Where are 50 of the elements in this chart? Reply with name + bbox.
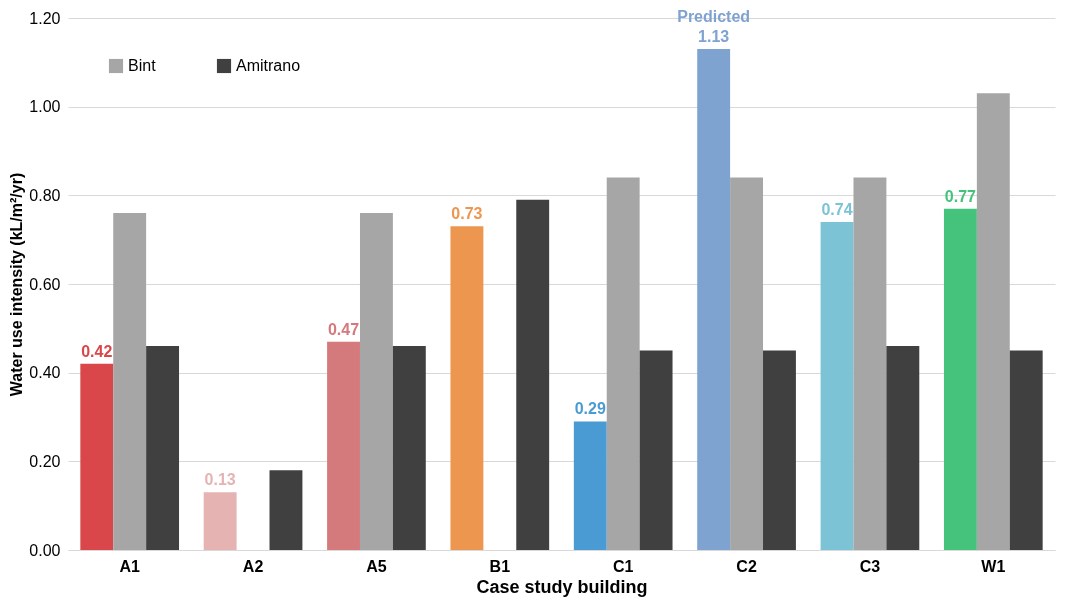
data-label: 0.13 [204,471,236,489]
y-tick-label: 0.60 [29,275,61,293]
legend-label: Amitrano [236,57,301,74]
y-tick-label: 1.00 [29,98,61,116]
x-tick-label: A2 [242,557,264,575]
legend-label: Bint [128,57,157,74]
bar [516,199,550,550]
bar [976,93,1010,550]
y-tick-label: 0.40 [29,364,61,382]
x-tick-label: C3 [859,557,881,575]
x-tick-label: C2 [736,557,757,575]
x-tick-label: A5 [366,557,387,575]
bar [203,492,237,550]
x-tick-label: A1 [119,557,141,575]
bar [269,470,303,550]
y-tick-label: 0.00 [29,541,61,559]
y-tick-label: 0.20 [29,452,61,470]
bar [146,346,180,550]
bar [606,177,640,550]
bar [639,350,673,550]
bar [853,177,887,550]
data-label: 1.13 [698,28,730,46]
y-axis-title: Water use intensity (kL/m²/yr) [8,172,26,397]
x-axis-title: Case study building [476,576,648,597]
bar [573,421,607,550]
bar [327,341,360,550]
bar [820,221,854,550]
x-tick-label: C1 [612,557,634,575]
bar [763,350,796,550]
bar [80,363,114,550]
data-label: 0.47 [327,320,360,338]
x-tick-label: B1 [489,557,511,575]
data-label: 0.42 [81,342,113,360]
x-tick-label: W1 [981,557,1006,575]
data-label: 0.73 [451,205,483,223]
bar [943,208,977,550]
bar [359,213,393,550]
data-label: 0.77 [944,187,977,205]
bar [730,177,764,550]
bar [1009,350,1043,550]
annotation: Predicted [677,8,751,26]
bar [392,346,426,550]
bar [450,226,484,550]
bar [113,213,147,550]
data-label: 0.74 [821,200,853,218]
y-tick-label: 0.80 [29,186,61,204]
data-label: 0.29 [574,400,606,418]
y-tick-label: 1.20 [29,9,61,27]
bar [697,49,731,550]
bar [886,346,920,550]
